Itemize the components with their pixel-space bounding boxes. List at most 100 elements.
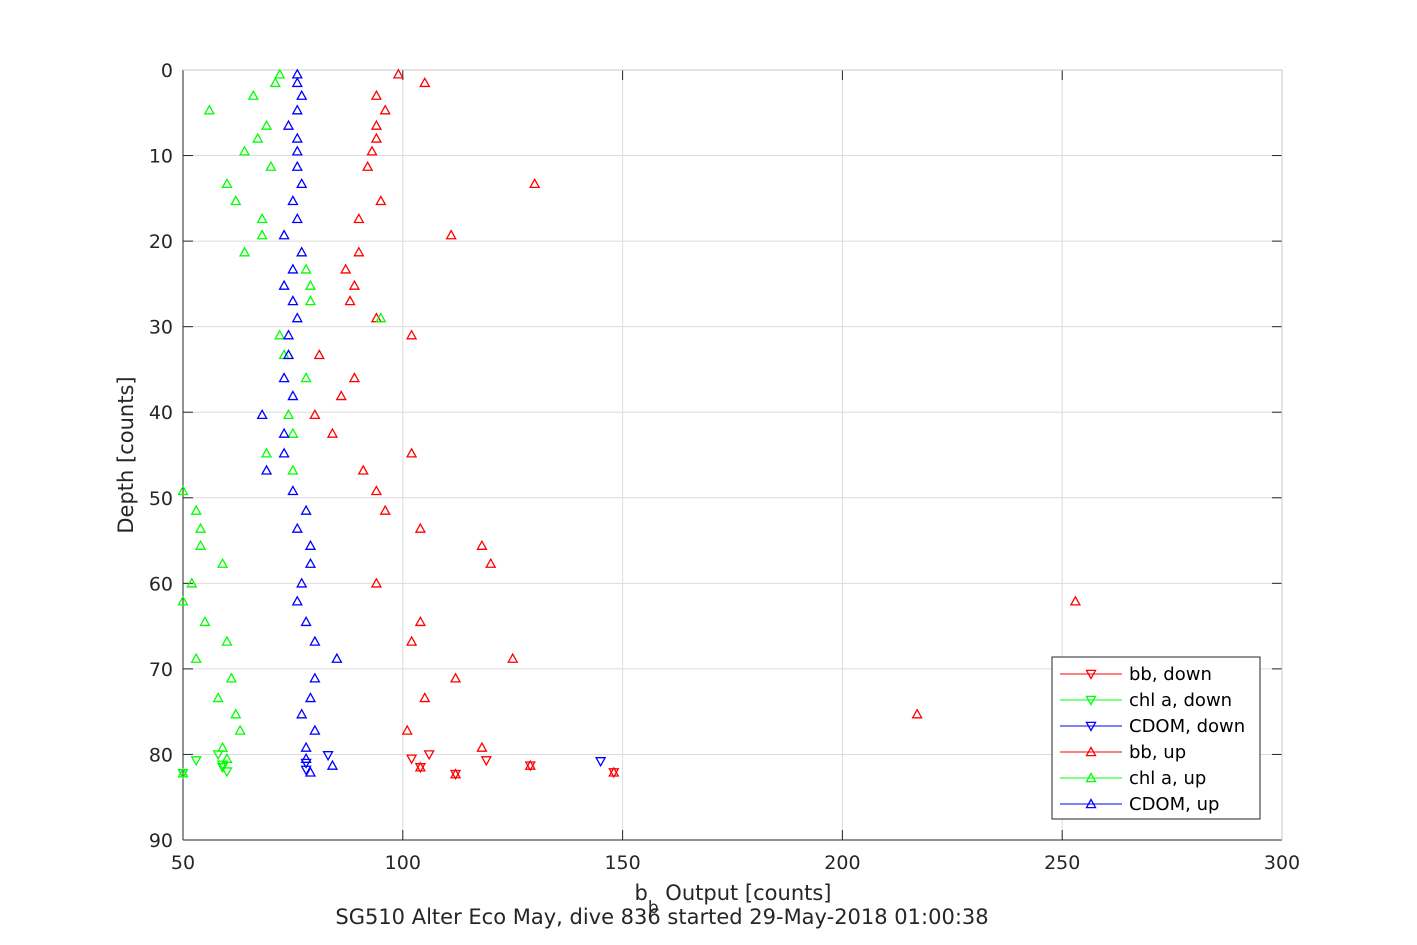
point-bb-up <box>370 485 383 496</box>
point-chl-a-up <box>238 145 251 156</box>
point-cdom-up <box>296 177 308 189</box>
point-cdom-up <box>282 119 295 130</box>
y-tick-label: 20 <box>149 231 173 253</box>
point-bb-up <box>524 759 536 770</box>
point-cdom-up <box>291 104 303 115</box>
point-cdom-up <box>291 522 303 533</box>
point-cdom-down <box>595 757 607 768</box>
point-bb-up <box>348 372 361 383</box>
point-bb-up <box>449 768 462 779</box>
point-bb-up <box>476 741 488 752</box>
point-cdom-up <box>287 263 299 274</box>
point-bb-up <box>485 557 497 568</box>
point-cdom-up <box>287 390 299 401</box>
point-cdom-up <box>291 145 303 156</box>
point-bb-up <box>445 229 457 240</box>
point-bb-up <box>379 504 391 515</box>
point-bb-up <box>414 615 426 627</box>
point-chl-a-up <box>247 89 259 100</box>
point-bb-up <box>419 692 431 703</box>
point-cdom-up <box>282 349 295 360</box>
data-marks <box>177 68 1081 780</box>
point-chl-a-down <box>190 756 202 767</box>
point-bb-up <box>405 329 418 340</box>
point-cdom-up <box>287 195 299 206</box>
y-tick-label: 40 <box>149 402 173 424</box>
point-cdom-up <box>278 427 290 438</box>
point-bb-up <box>366 145 378 156</box>
x-tick-label: 150 <box>604 852 640 874</box>
legend-marker <box>1085 695 1097 706</box>
x-tick-label: 100 <box>385 852 421 874</box>
legend-label: chl a, down <box>1129 690 1232 711</box>
point-chl-a-up <box>287 427 299 438</box>
point-chl-a-up <box>194 539 207 550</box>
point-bb-up <box>405 635 418 646</box>
x-axis-title: bb Output [counts] <box>634 881 831 918</box>
legend-marker <box>1085 721 1097 732</box>
point-chl-a-up <box>216 741 229 752</box>
point-cdom-up <box>260 464 273 475</box>
grid <box>182 69 1283 841</box>
point-bb-up <box>414 522 426 533</box>
legend-marker <box>1085 772 1097 783</box>
point-chl-a-up <box>238 246 251 257</box>
point-bb-up <box>405 447 418 458</box>
point-cdom-up <box>331 652 343 663</box>
point-chl-a-up <box>190 652 202 663</box>
point-bb-down <box>405 754 418 765</box>
point-chl-a-up <box>199 615 211 627</box>
point-cdom-up <box>291 76 303 88</box>
x-axis-title-rest: Output [counts] <box>659 881 832 905</box>
point-bb-up <box>911 708 923 719</box>
legend-marker <box>1085 669 1097 680</box>
point-cdom-up <box>296 246 308 257</box>
x-tick-label: 200 <box>824 852 860 874</box>
point-chl-a-up <box>256 229 268 240</box>
point-cdom-up <box>291 160 303 171</box>
point-bb-down <box>480 756 492 767</box>
point-bb-up <box>379 104 391 115</box>
point-chl-a-up <box>265 160 277 171</box>
point-cdom-up <box>309 672 321 683</box>
point-chl-a-up <box>260 447 273 458</box>
point-bb-up <box>309 408 321 420</box>
point-chl-a-up <box>375 312 387 323</box>
point-cdom-up <box>304 766 317 777</box>
point-chl-a-up <box>304 295 317 306</box>
x-tick-label: 50 <box>171 852 195 874</box>
point-cdom-down <box>300 765 312 776</box>
y-axis-title: Depth [counts] <box>114 376 138 533</box>
point-bb-up <box>608 766 620 777</box>
x-tick-label: 250 <box>1044 852 1080 874</box>
point-chl-a-up <box>287 464 299 475</box>
point-chl-a-up <box>282 408 295 420</box>
point-cdom-up <box>287 295 299 306</box>
x-tick-label: 300 <box>1264 852 1300 874</box>
point-cdom-up <box>291 132 303 143</box>
point-cdom-up <box>278 372 290 383</box>
y-tick-label: 70 <box>149 659 173 681</box>
point-cdom-up <box>291 595 303 606</box>
y-tick-label: 50 <box>149 488 173 510</box>
point-cdom-up <box>296 708 308 719</box>
legend-label: CDOM, up <box>1129 794 1219 815</box>
point-chl-a-up <box>230 195 242 206</box>
y-tick-label: 80 <box>149 744 173 766</box>
point-cdom-up <box>296 89 308 100</box>
point-bb-up <box>362 160 374 171</box>
point-chl-a-up <box>234 724 246 735</box>
point-cdom-up <box>256 408 268 420</box>
point-bb-up <box>392 68 405 79</box>
y-tick-label: 10 <box>149 146 173 168</box>
y-tick-label: 60 <box>149 573 173 595</box>
point-chl-a-up <box>221 752 233 763</box>
point-cdom-up <box>309 635 321 646</box>
point-bb-down <box>423 750 435 761</box>
legend-label: chl a, up <box>1129 768 1206 789</box>
legend: bb, down chl a, down CDOM, down bb, up chl a… <box>1051 656 1261 820</box>
point-cdom-up <box>304 557 317 568</box>
point-chl-a-up <box>256 213 268 224</box>
point-cdom-up <box>304 692 317 703</box>
